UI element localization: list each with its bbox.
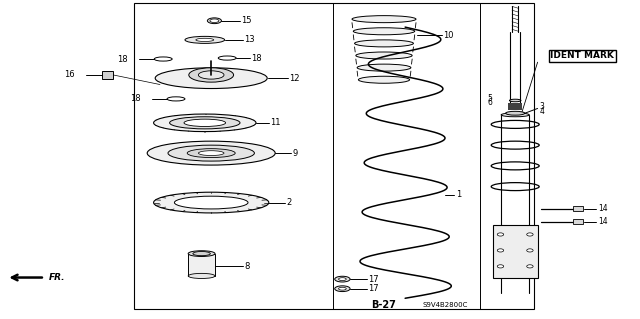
- Ellipse shape: [188, 273, 215, 278]
- Ellipse shape: [356, 52, 412, 59]
- Ellipse shape: [358, 76, 410, 83]
- Ellipse shape: [335, 286, 350, 292]
- Text: 18: 18: [130, 94, 141, 103]
- Ellipse shape: [355, 40, 413, 47]
- Ellipse shape: [207, 18, 221, 24]
- Ellipse shape: [352, 16, 416, 23]
- Ellipse shape: [509, 99, 521, 102]
- Text: 6: 6: [488, 98, 493, 107]
- Text: 12: 12: [289, 74, 300, 83]
- Ellipse shape: [170, 117, 240, 129]
- Ellipse shape: [527, 233, 533, 236]
- Ellipse shape: [184, 119, 226, 127]
- Ellipse shape: [527, 249, 533, 252]
- Ellipse shape: [154, 192, 269, 213]
- Ellipse shape: [196, 38, 214, 41]
- Ellipse shape: [174, 196, 248, 209]
- Ellipse shape: [501, 113, 529, 117]
- Ellipse shape: [497, 265, 504, 268]
- Text: 10: 10: [443, 31, 453, 40]
- Bar: [102, 71, 113, 79]
- Ellipse shape: [188, 149, 236, 158]
- Ellipse shape: [497, 233, 504, 236]
- Text: FR.: FR.: [49, 273, 66, 282]
- Ellipse shape: [339, 287, 346, 290]
- Ellipse shape: [168, 145, 255, 161]
- Bar: [188, 254, 215, 276]
- Ellipse shape: [154, 57, 172, 61]
- Text: 4: 4: [540, 107, 545, 115]
- Ellipse shape: [506, 111, 525, 115]
- Text: B-27: B-27: [372, 300, 396, 310]
- Ellipse shape: [156, 68, 268, 89]
- Ellipse shape: [188, 251, 215, 256]
- Text: 3: 3: [540, 102, 545, 111]
- Ellipse shape: [167, 97, 185, 101]
- Text: 8: 8: [244, 262, 250, 271]
- Text: 5: 5: [488, 94, 493, 103]
- Bar: [508, 103, 522, 110]
- Ellipse shape: [527, 265, 533, 268]
- Bar: [493, 225, 538, 278]
- Text: 18: 18: [251, 54, 262, 63]
- Text: S9V4B2800C: S9V4B2800C: [422, 302, 468, 308]
- Ellipse shape: [497, 249, 504, 252]
- Text: 17: 17: [368, 275, 379, 284]
- Ellipse shape: [147, 141, 275, 165]
- Text: 14: 14: [598, 204, 607, 213]
- Ellipse shape: [185, 36, 225, 43]
- Ellipse shape: [193, 252, 211, 256]
- Ellipse shape: [218, 56, 236, 60]
- Bar: [573, 219, 583, 224]
- Ellipse shape: [198, 151, 224, 156]
- Ellipse shape: [189, 68, 234, 82]
- Text: 9: 9: [292, 149, 298, 158]
- Text: 11: 11: [270, 118, 280, 127]
- Text: 16: 16: [64, 70, 75, 79]
- Bar: [573, 206, 583, 211]
- Ellipse shape: [154, 114, 256, 132]
- Text: IDENT MARK: IDENT MARK: [550, 51, 614, 60]
- Ellipse shape: [357, 64, 411, 71]
- Text: 1: 1: [456, 190, 461, 199]
- Ellipse shape: [335, 276, 350, 282]
- Text: 13: 13: [244, 35, 255, 44]
- Text: 2: 2: [286, 198, 291, 207]
- Ellipse shape: [339, 278, 346, 281]
- Text: 18: 18: [117, 55, 128, 63]
- Text: 15: 15: [241, 16, 252, 25]
- Ellipse shape: [198, 71, 224, 79]
- Text: 14: 14: [598, 217, 607, 226]
- Text: 17: 17: [368, 284, 379, 293]
- Ellipse shape: [210, 19, 219, 22]
- Ellipse shape: [353, 28, 415, 35]
- Bar: [134, 3, 534, 309]
